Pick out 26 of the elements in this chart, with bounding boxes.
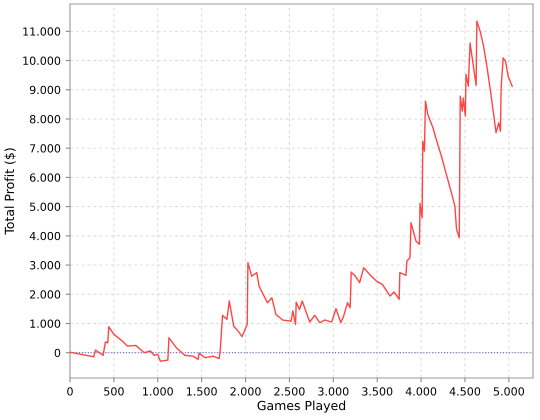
x-tick-label: 4.500	[450, 387, 480, 396]
x-tick-label: 500	[104, 387, 124, 396]
x-tick-label: 2.500	[274, 387, 305, 396]
y-tick-label: 0	[54, 348, 60, 358]
y-tick-label: 1.000	[30, 319, 60, 328]
y-tick-label: 11.000	[23, 27, 60, 36]
y-tick-label: 2.000	[30, 290, 60, 299]
y-tick-label: 10.000	[23, 56, 60, 65]
y-axis-title: Total Profit ($)	[4, 148, 16, 235]
line-series	[70, 20, 513, 362]
y-tick-label: 8.000	[30, 114, 60, 124]
x-axis-title: Games Played	[258, 400, 346, 413]
y-tick-label: 3.000	[30, 261, 60, 270]
y-tick-label: 5.000	[30, 202, 60, 212]
y-tick-label: 4.000	[30, 232, 60, 240]
x-tick-label: 2.000	[230, 387, 261, 396]
y-tick-label: 9.000	[30, 86, 60, 94]
x-tick-label: 4.000	[406, 387, 436, 396]
x-tick-label: 1.500	[186, 387, 217, 396]
y-tick-label: 6.000	[30, 173, 60, 182]
y-tick-label: 7.000	[30, 144, 60, 153]
x-tick-label: 0	[67, 387, 73, 396]
x-tick-label: 5.000	[494, 387, 524, 396]
x-tick-label: 1.000	[143, 387, 173, 396]
x-tick-label: 3.000	[318, 387, 348, 396]
x-tick-label: 3.500	[362, 387, 392, 396]
